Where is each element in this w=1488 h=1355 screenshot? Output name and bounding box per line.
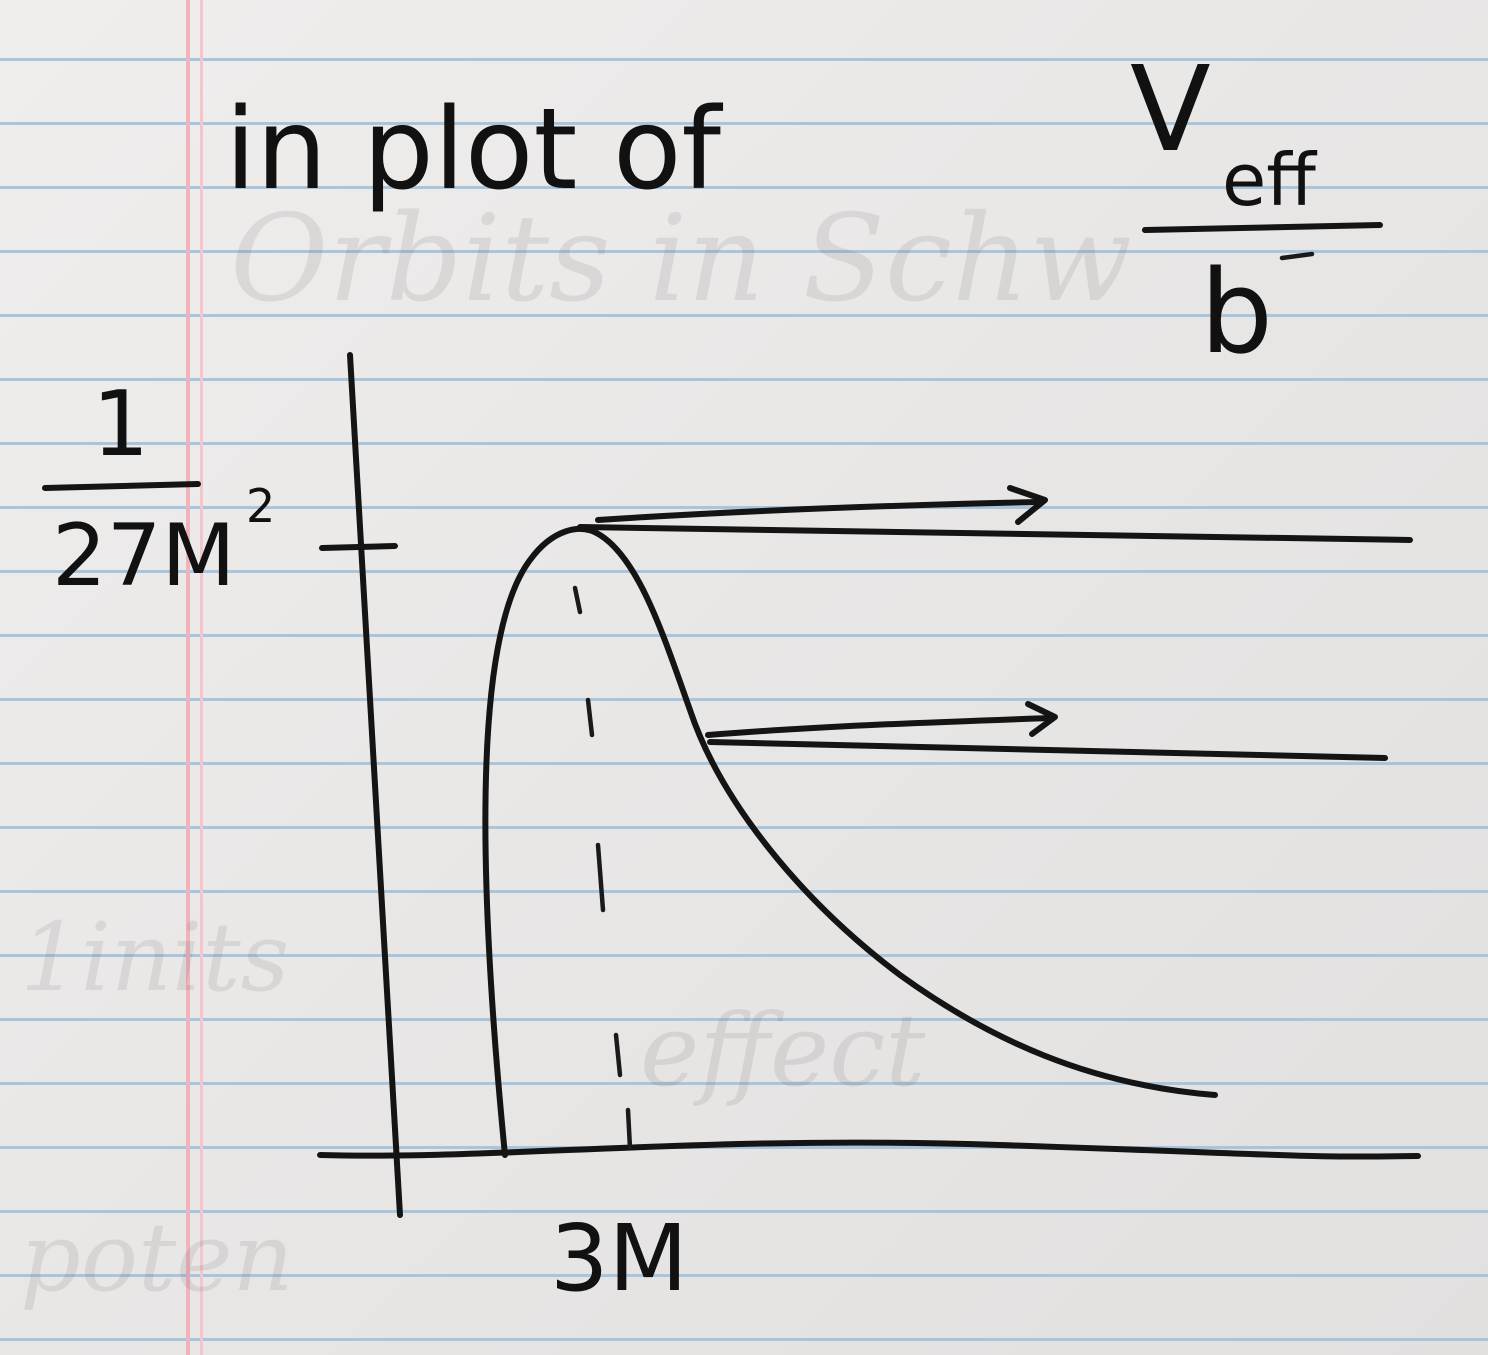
heading-exponent-mark [1279,251,1315,261]
y-axis [347,352,403,1218]
arrow-shaft-upper [595,499,1043,523]
y-tick-label: 1 27M 2 [42,372,275,606]
x-axis [317,1139,1421,1160]
energy-level-lower [707,739,1388,761]
arrow-head-upper [1007,485,1048,525]
heading-fraction-bar [1142,222,1383,233]
heading-fraction-subscript: eff [1222,138,1317,222]
ghost-text-1: Orbits in Schw [230,190,1132,329]
x-tick-label: 3M [550,1205,688,1312]
peak-dashed-line [572,585,633,1151]
y-tick-fraction-bar [42,481,201,491]
margin-line-secondary [200,0,203,1355]
heading-text: in plot of [225,85,723,215]
y-tick-numerator: 1 [92,372,149,477]
effective-potential-curve [482,526,1218,1158]
heading-fraction-denominator: b [1200,246,1273,380]
ghost-text-4: poten [20,1203,294,1313]
bleed-through: Orbits in Schw 1inits effect poten [20,190,1132,1313]
ghost-text-3: effect [640,992,926,1109]
y-tick-denominator: 27M [52,506,236,606]
y-tick-exponent: 2 [246,479,275,533]
energy-level-peak [577,524,1413,543]
arrow-shaft-lower [705,715,1053,738]
margin-line [186,0,190,1355]
heading-fraction-numerator: V [1130,40,1211,178]
heading: in plot of V eff b [225,40,1383,380]
ghost-text-2: 1inits [20,903,289,1013]
y-tick-mark [319,543,398,551]
arrow-head-lower [1025,701,1058,737]
